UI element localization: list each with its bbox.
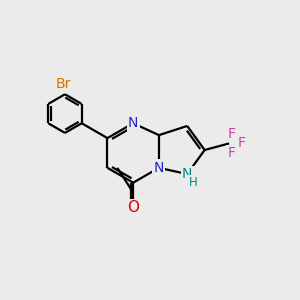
Text: F: F — [238, 136, 245, 151]
Text: N: N — [154, 161, 164, 175]
Text: H: H — [189, 176, 198, 189]
Text: O: O — [127, 200, 139, 215]
Text: N: N — [128, 116, 138, 130]
Text: F: F — [227, 127, 236, 141]
Text: N: N — [182, 167, 192, 181]
Text: F: F — [227, 146, 236, 160]
Text: Br: Br — [56, 77, 71, 91]
